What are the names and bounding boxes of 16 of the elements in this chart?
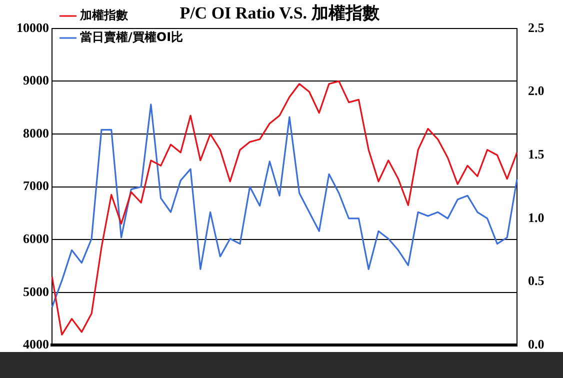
chart-title: P/C OI Ratio V.S. 加權指數 (180, 4, 380, 23)
y-tick-label: 10000 (16, 20, 49, 35)
y-tick-label: 5000 (23, 284, 49, 299)
y2-tick-label: 2.5 (528, 20, 545, 35)
y-tick-label: 4000 (23, 336, 49, 352)
y-tick-label: 8000 (23, 125, 49, 140)
y-tick-label: 7000 (23, 178, 49, 194)
y-tick-label: 9000 (23, 72, 49, 88)
legend-label: 加權指數 (79, 8, 129, 22)
y2-tick-label: 1.5 (528, 146, 545, 162)
y2-tick-label: 2.0 (528, 83, 544, 98)
y-tick-label: 6000 (23, 230, 49, 246)
y2-tick-label: 1.0 (528, 210, 544, 225)
y2-tick-label: 0.0 (528, 336, 544, 352)
legend-label: 當日賣權/買權OI比 (80, 30, 184, 44)
y2-tick-label: 0.5 (528, 273, 545, 288)
